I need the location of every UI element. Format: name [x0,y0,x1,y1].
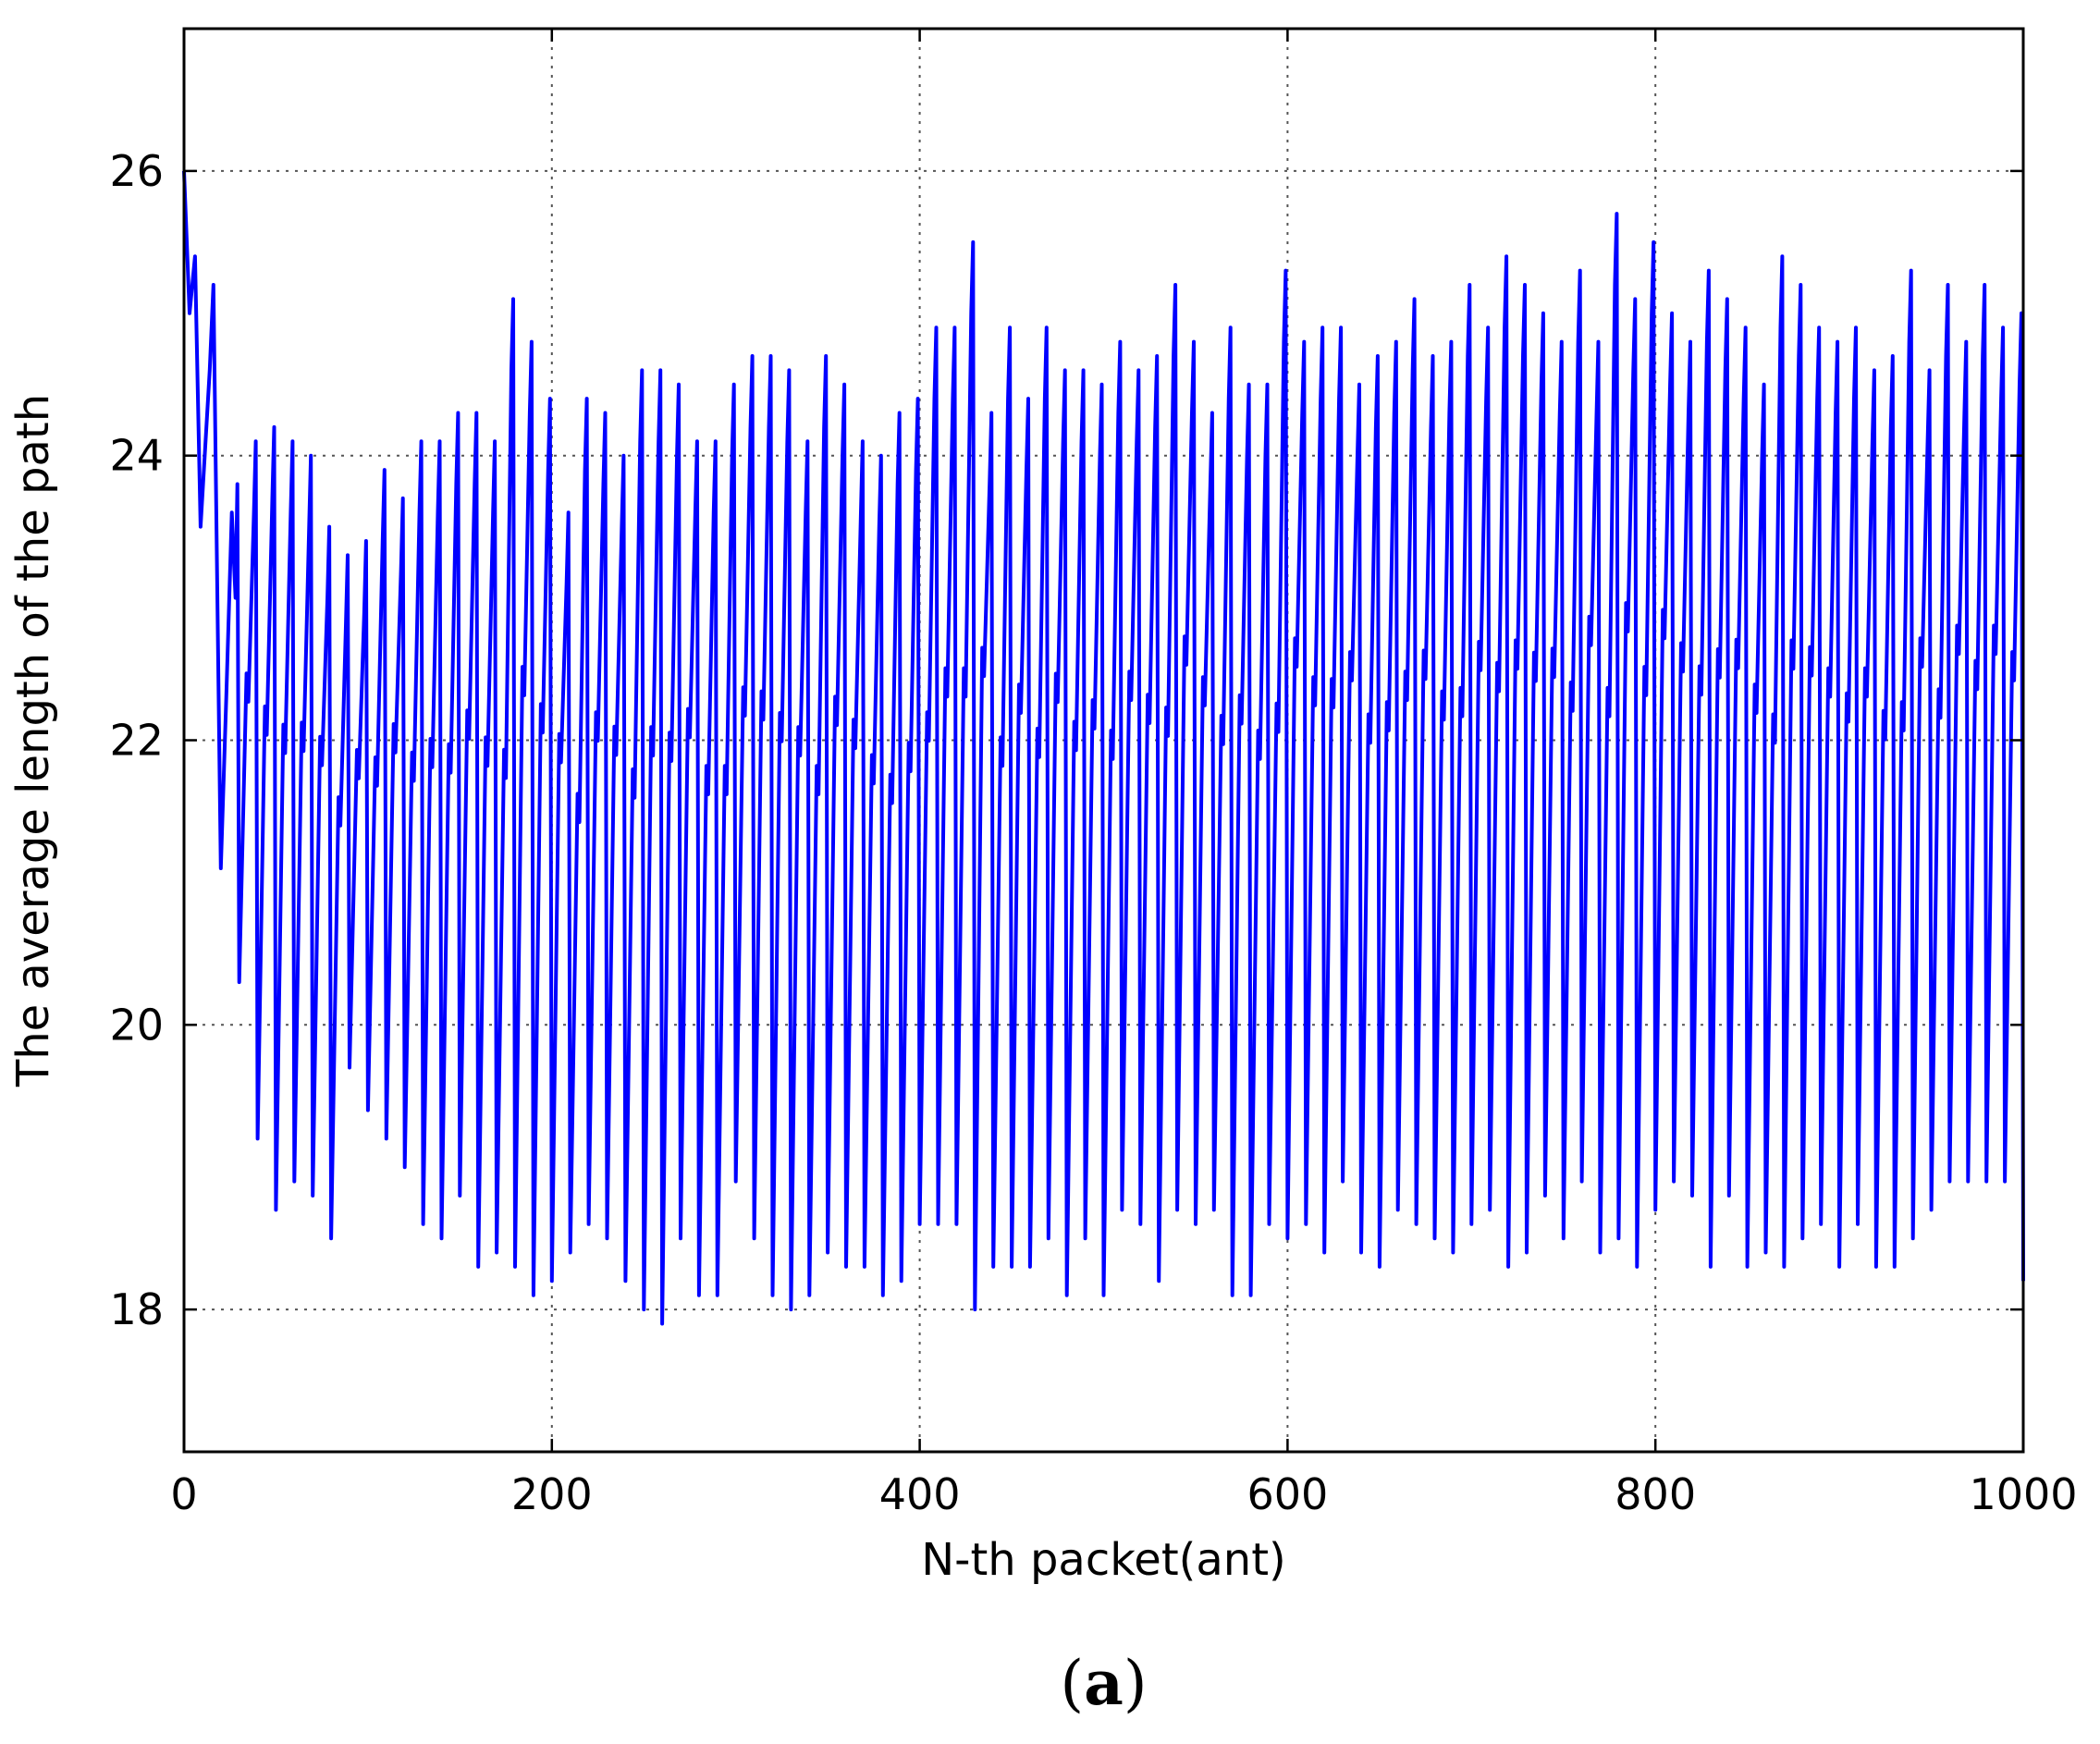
series-layer [182,170,2025,1326]
x-tick-labels: 0 200 400 600 800 1000 [170,1469,2077,1519]
figure-caption: (a) [1060,1647,1147,1719]
x-tick-label: 1000 [1969,1469,2077,1519]
ticks [182,29,2025,1452]
y-tick-label: 20 [109,1000,164,1050]
series-line-0 [182,170,2025,1326]
x-tick-label: 0 [170,1469,197,1519]
y-axis-label: The average length of the path [7,394,59,1087]
y-tick-label: 18 [109,1284,164,1334]
y-tick-labels: 18 20 22 24 26 [109,146,164,1334]
x-tick-label: 200 [511,1469,593,1519]
y-tick-label: 24 [109,431,164,481]
caption-open-paren: ( [1060,1648,1084,1719]
x-tick-label: 800 [1615,1469,1696,1519]
caption-letter: a [1084,1647,1124,1719]
caption-close-paren: ) [1124,1648,1148,1719]
y-tick-label: 22 [109,716,164,766]
x-tick-label: 600 [1246,1469,1328,1519]
x-tick-label: 400 [879,1469,961,1519]
y-tick-label: 26 [109,146,164,196]
x-axis-label: N-th packet(ant) [921,1534,1286,1586]
